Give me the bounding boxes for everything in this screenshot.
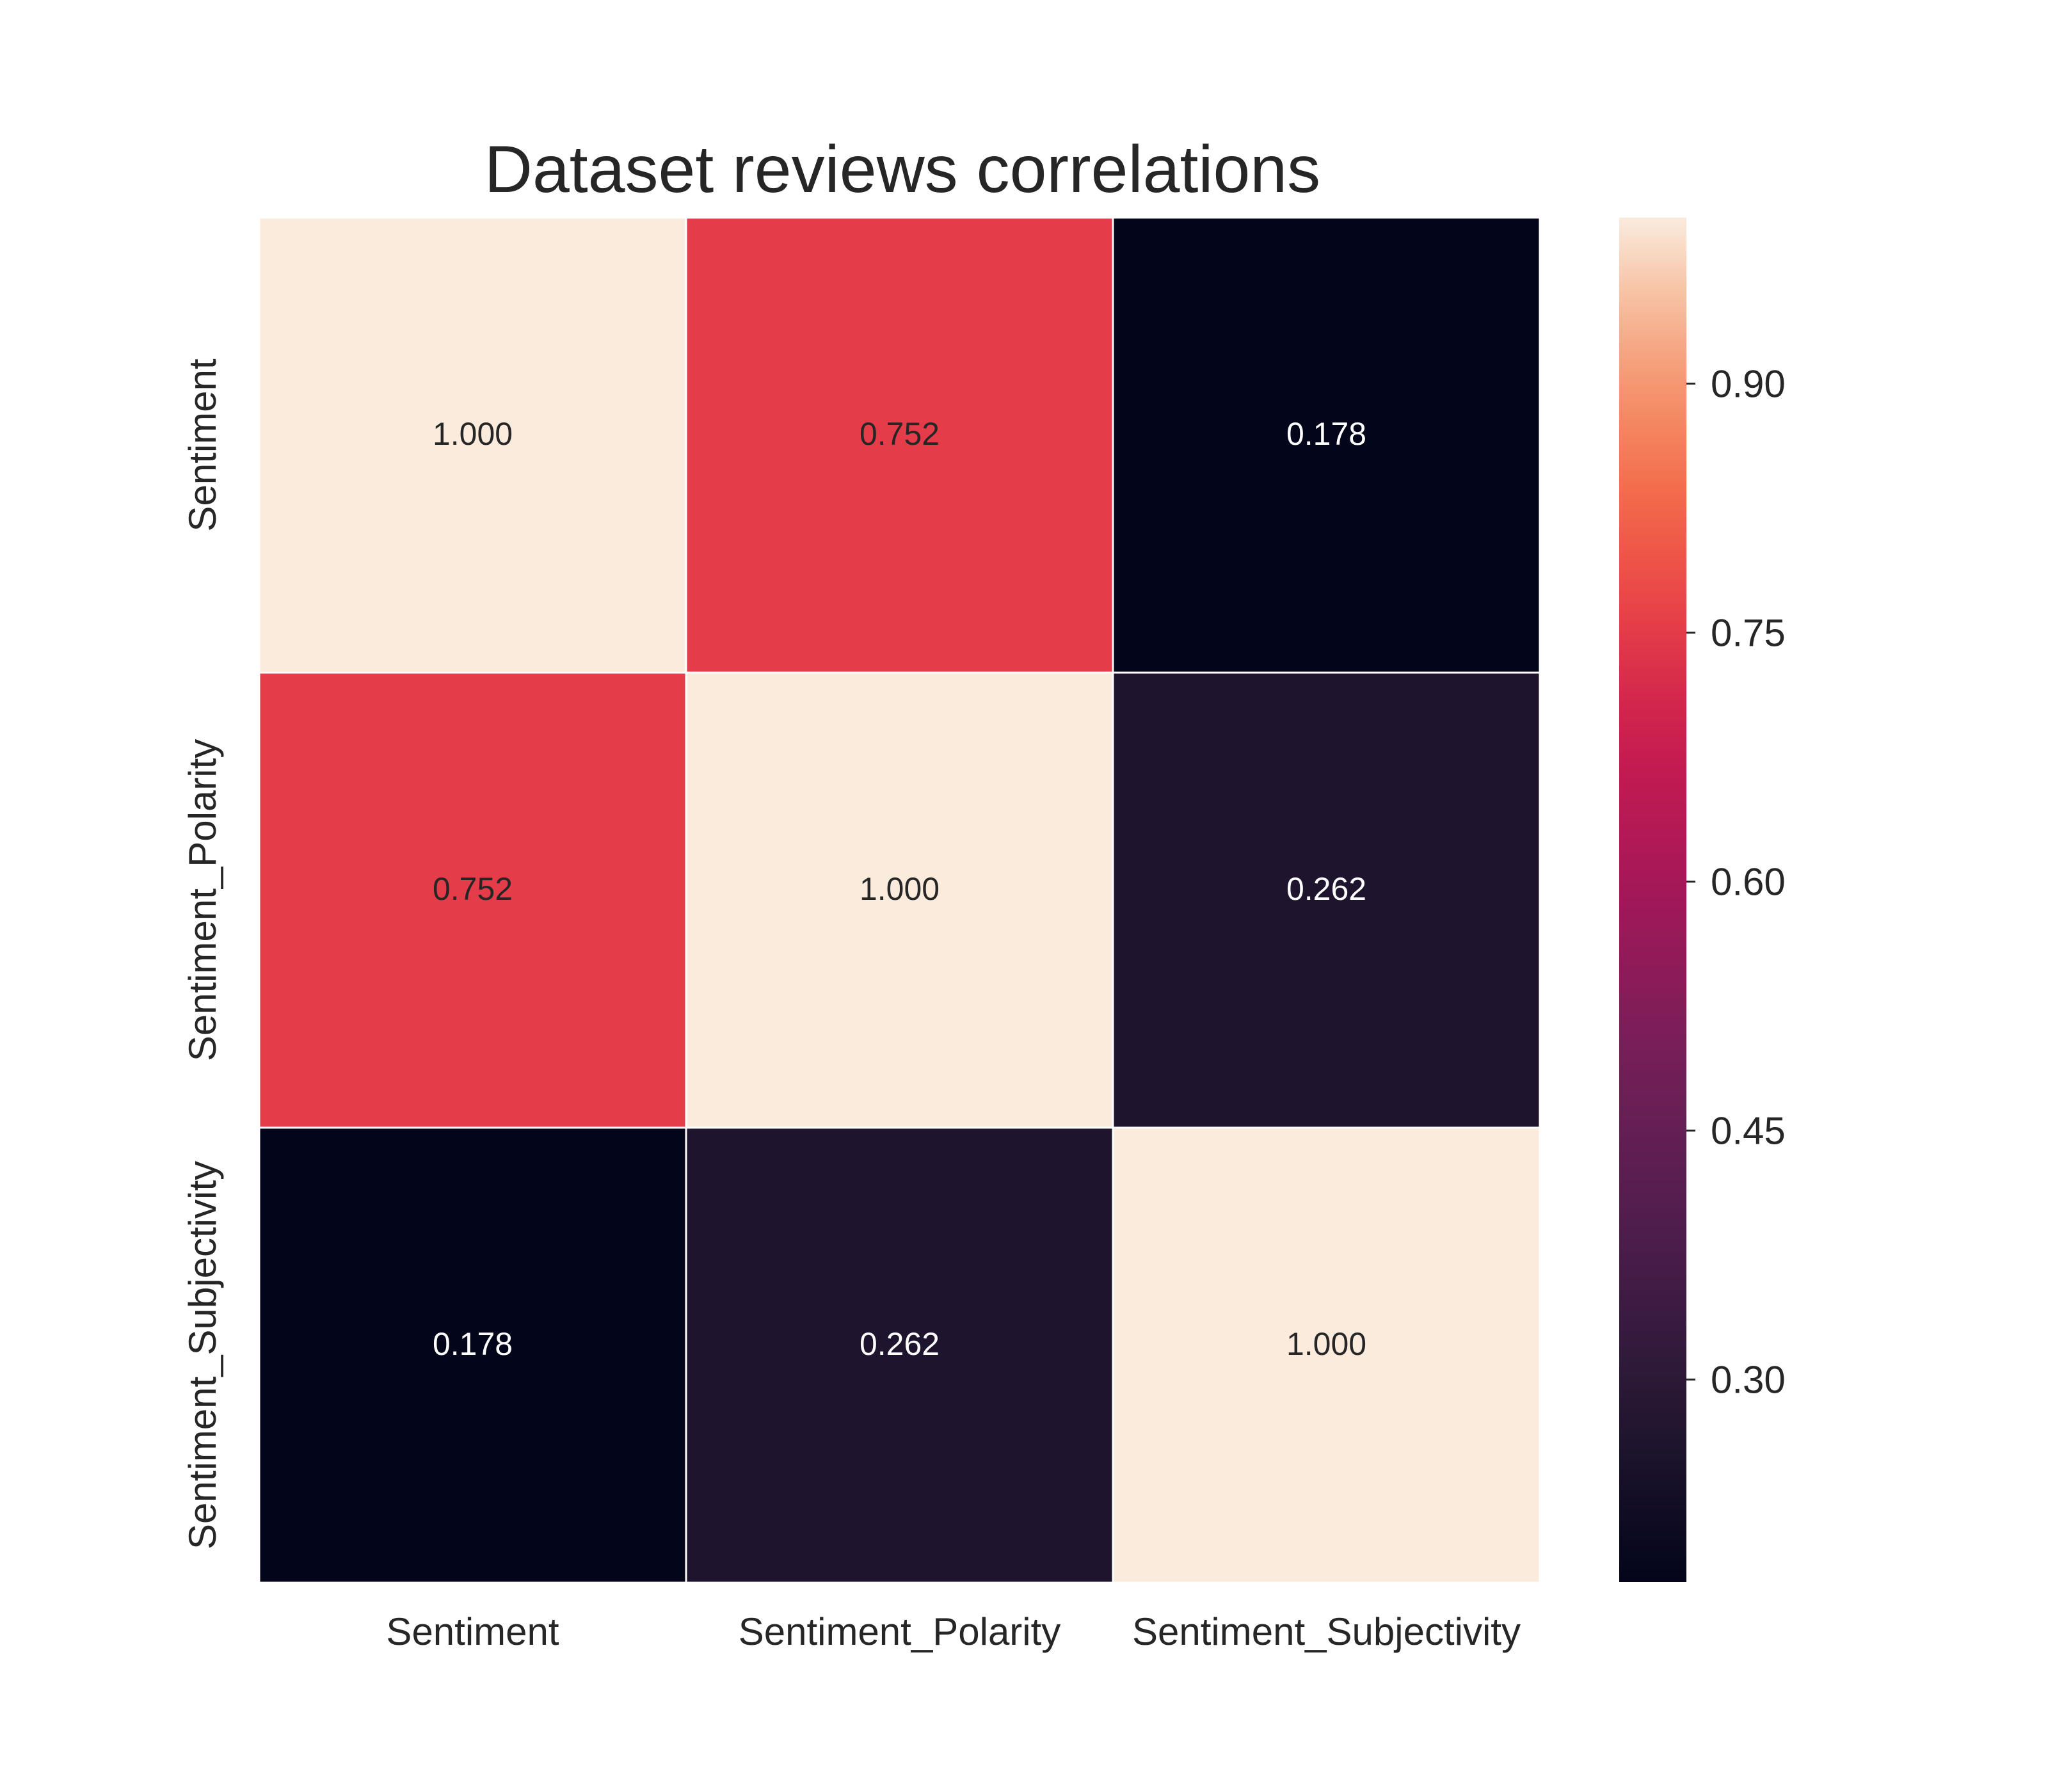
heatmap-cell <box>258 216 687 674</box>
y-tick-label: Sentiment_Polarity <box>181 739 224 1062</box>
heatmap-cell-label: 0.262 <box>1286 871 1366 907</box>
heatmap-cell-label: 0.752 <box>433 871 513 907</box>
colorbar-gradient <box>1619 218 1686 1582</box>
heatmap-cell <box>685 216 1114 674</box>
x-axis-tick-labels: Sentiment Sentiment_Polarity Sentiment_Sub… <box>386 1610 1521 1653</box>
heatmap-cell-label: 0.178 <box>433 1326 513 1362</box>
heatmap-cell-label: 0.178 <box>1286 416 1366 452</box>
heatmap-cell-label: 1.000 <box>1286 1326 1366 1362</box>
heatmap-cell-labels: 1.000 0.752 0.178 0.752 1.000 0.262 0.178 0.262… <box>433 416 1366 1362</box>
y-tick-label: Sentiment <box>181 358 224 531</box>
colorbar-tick-label: 0.90 <box>1711 362 1786 405</box>
x-tick-label: Sentiment_Subjectivity <box>1132 1610 1521 1653</box>
heatmap-cells <box>258 216 1541 1584</box>
heatmap-cell <box>1112 671 1541 1129</box>
heatmap-cell <box>258 1126 687 1584</box>
colorbar-tick-label: 0.45 <box>1711 1110 1786 1153</box>
colorbar-tick-label: 0.60 <box>1711 860 1786 903</box>
colorbar-tick-label: 0.30 <box>1711 1359 1786 1402</box>
heatmap-cell <box>685 1126 1114 1584</box>
heatmap-cell <box>1112 1126 1541 1584</box>
heatmap-cell-label: 1.000 <box>860 871 940 907</box>
y-axis-tick-labels: Sentiment Sentiment_Polarity Sentiment_Sub… <box>181 358 224 1549</box>
y-tick-label: Sentiment_Subjectivity <box>181 1161 224 1549</box>
heatmap-cell-label: 0.262 <box>860 1326 940 1362</box>
x-tick-label: Sentiment <box>386 1610 559 1653</box>
heatmap-cell <box>685 671 1114 1129</box>
heatmap-cell <box>258 671 687 1129</box>
heatmap-cell-label: 1.000 <box>433 416 513 452</box>
chart-title: Dataset reviews correlations <box>484 132 1320 207</box>
heatmap-cell-label: 0.752 <box>860 416 940 452</box>
x-tick-label: Sentiment_Polarity <box>739 1610 1061 1653</box>
colorbar: 0.30 0.45 0.60 0.75 0.90 <box>1619 218 1786 1582</box>
heatmap-cell <box>1112 216 1541 674</box>
colorbar-tick-label: 0.75 <box>1711 611 1786 654</box>
